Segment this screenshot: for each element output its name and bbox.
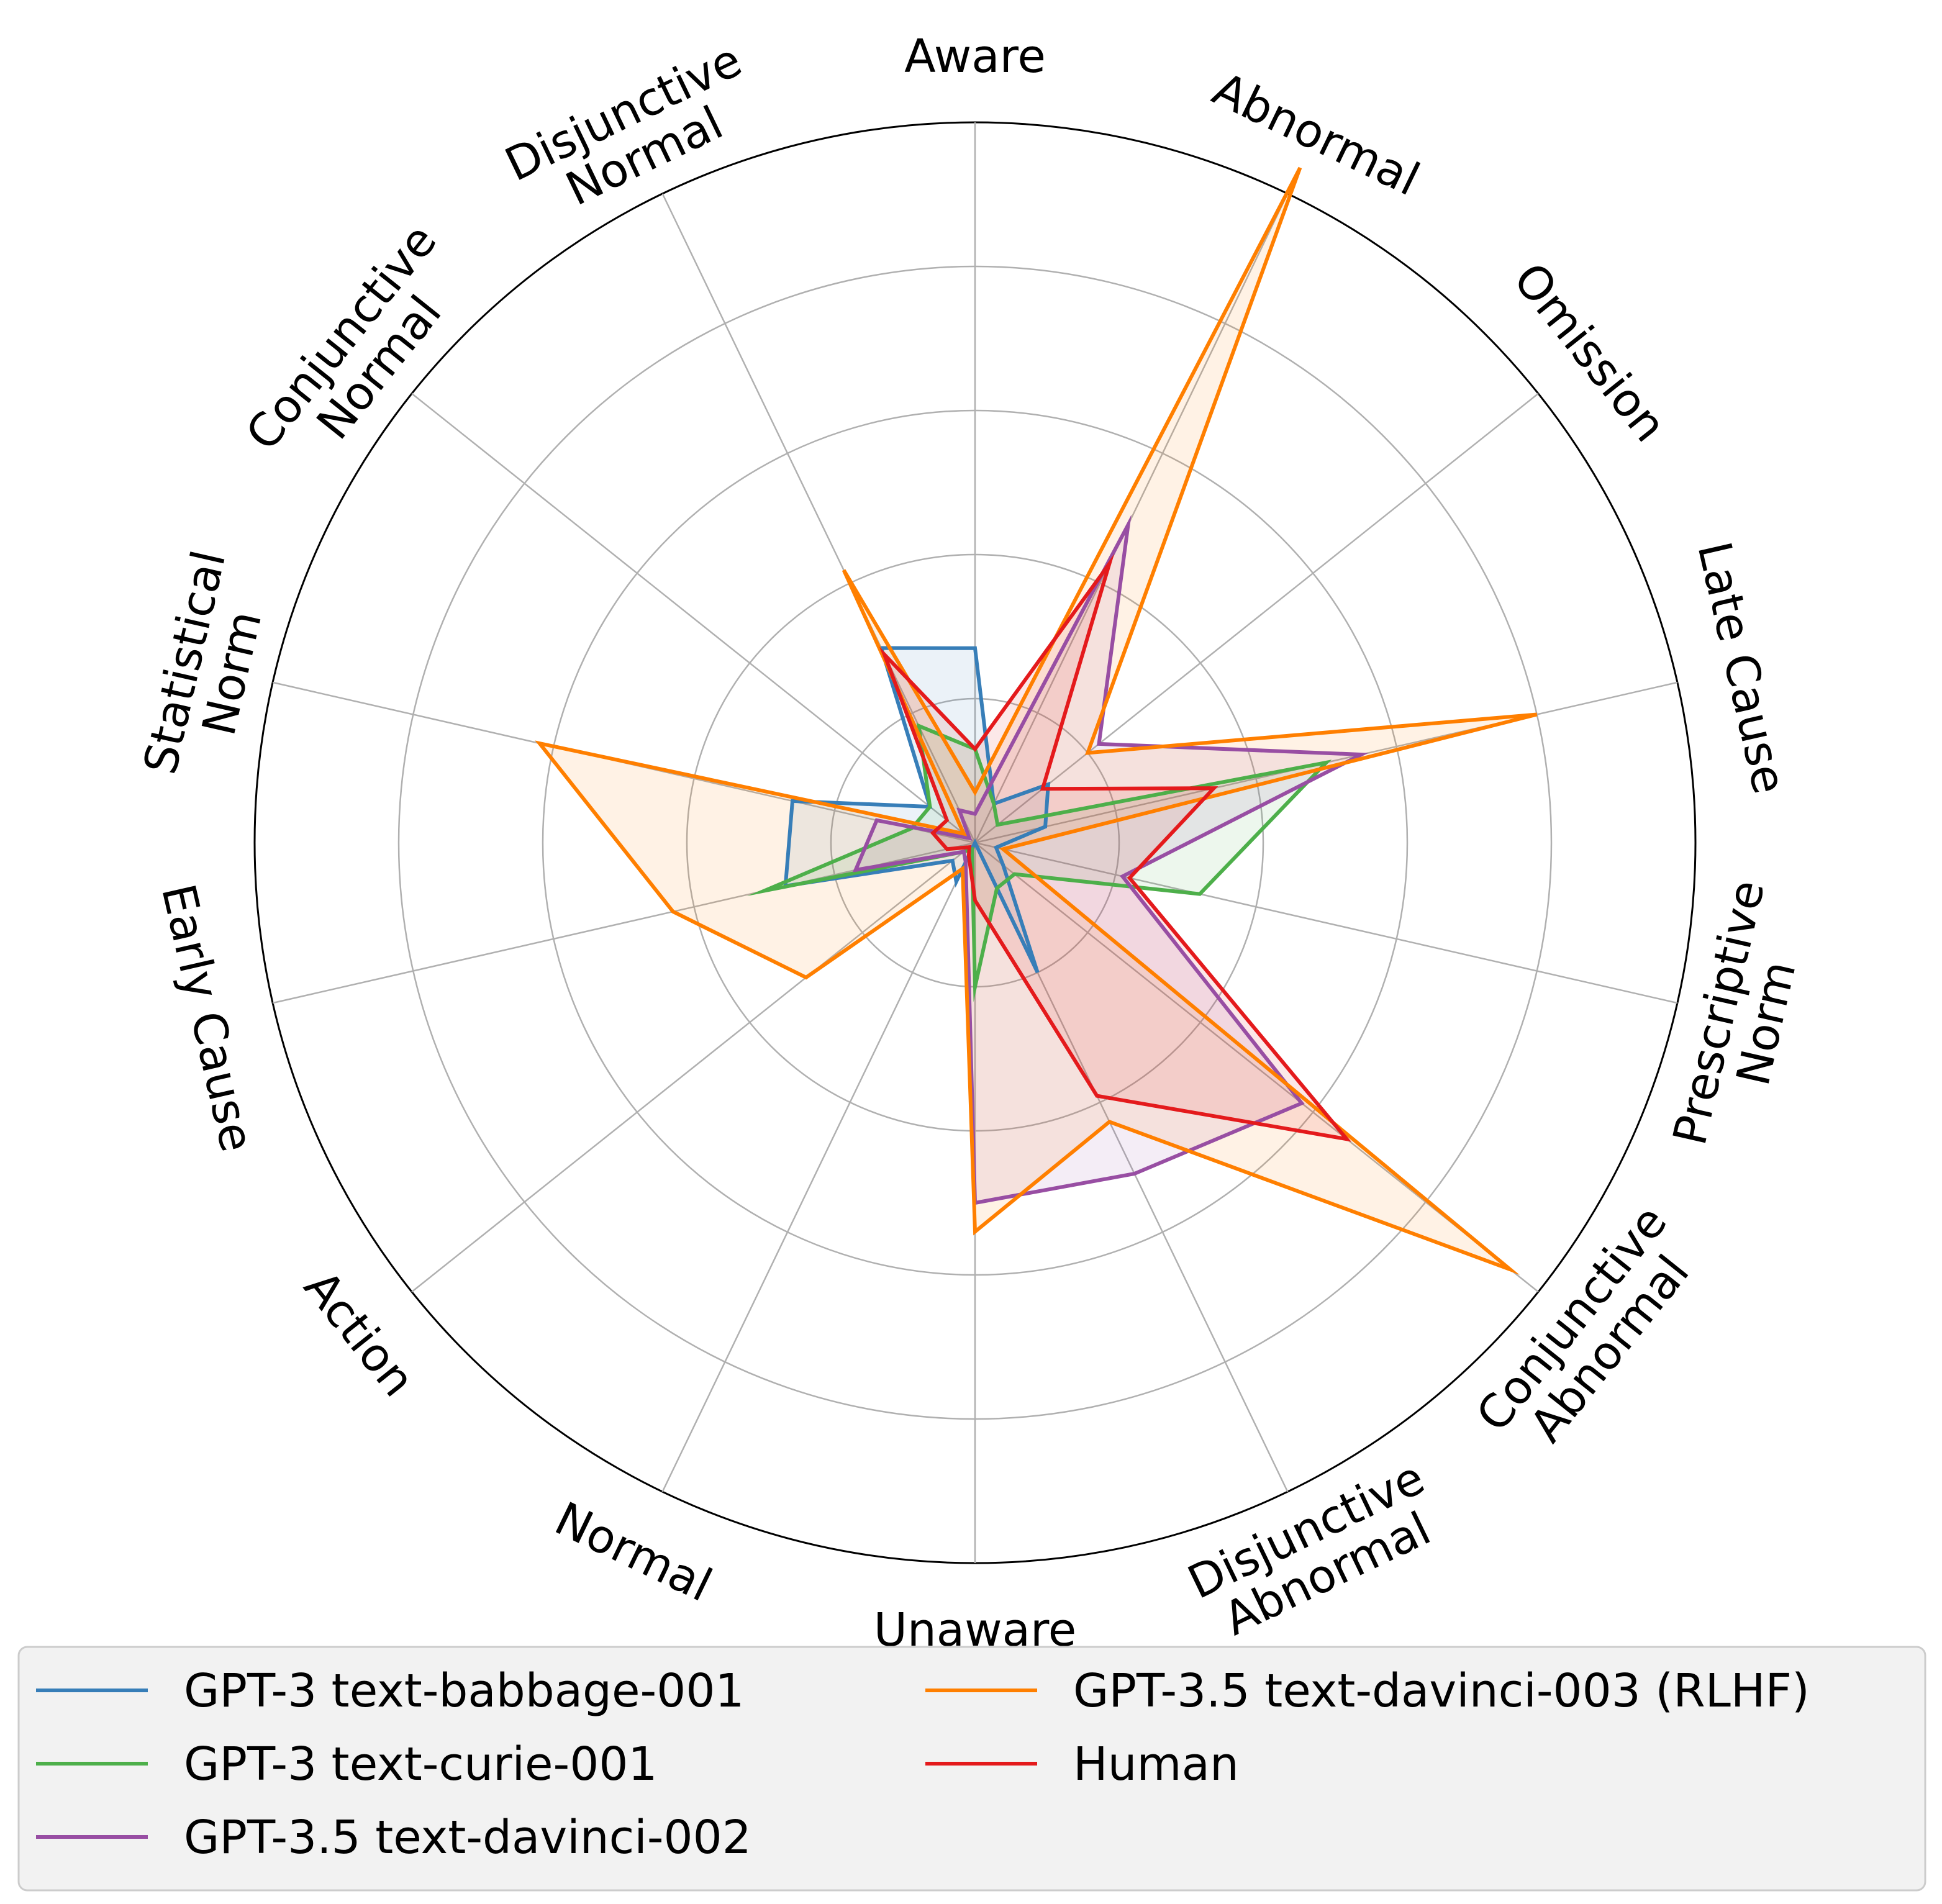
series-fill (539, 168, 1537, 1270)
grid-spoke (974, 392, 1539, 843)
legend-label: GPT-3.5 text-davinci-002 (184, 1811, 751, 1864)
category-label: DisjunctiveAbnormal (1180, 1451, 1454, 1654)
series-fill (884, 563, 1347, 1140)
category-label: Early Cause (151, 879, 263, 1157)
grid-spoke (411, 392, 976, 843)
series-fills (539, 168, 1537, 1270)
series-line (879, 553, 1352, 1142)
series-line (535, 166, 1538, 1275)
series-fill (785, 648, 1048, 972)
category-label: PrescriptiveNorm (1663, 875, 1822, 1160)
legend: GPT-3 text-babbage-001 GPT-3 text-curie-0… (17, 1646, 1926, 1892)
category-label: Aware (904, 30, 1046, 83)
category-label: Normal (547, 1492, 720, 1613)
series-line (783, 646, 1051, 974)
legend-label: GPT-3 text-babbage-001 (184, 1664, 745, 1718)
grid-spoke (974, 193, 1289, 843)
category-label: Omission (1503, 253, 1677, 452)
category-label: Late Cause (1687, 537, 1796, 799)
category-label: Abnormal (1205, 62, 1428, 206)
series-lines (535, 166, 1538, 1275)
series-fill (855, 524, 1361, 1203)
grid-spoke (661, 193, 976, 843)
series-line (746, 723, 1332, 1002)
grid-spoke (974, 841, 1678, 1004)
category-label: ConjunctiveAbnormal (1466, 1195, 1715, 1472)
grid-spoke (661, 842, 976, 1492)
legend-label: GPT-3 text-curie-001 (184, 1738, 657, 1791)
category-label: DisjunctiveNormal (497, 34, 771, 236)
series-fill (764, 725, 1327, 987)
grid-spoke (411, 842, 976, 1293)
legend-label: Human (1073, 1738, 1239, 1791)
legend-box (17, 1646, 1926, 1892)
legend-label: GPT-3.5 text-davinci-003 (RLHF) (1073, 1664, 1810, 1718)
